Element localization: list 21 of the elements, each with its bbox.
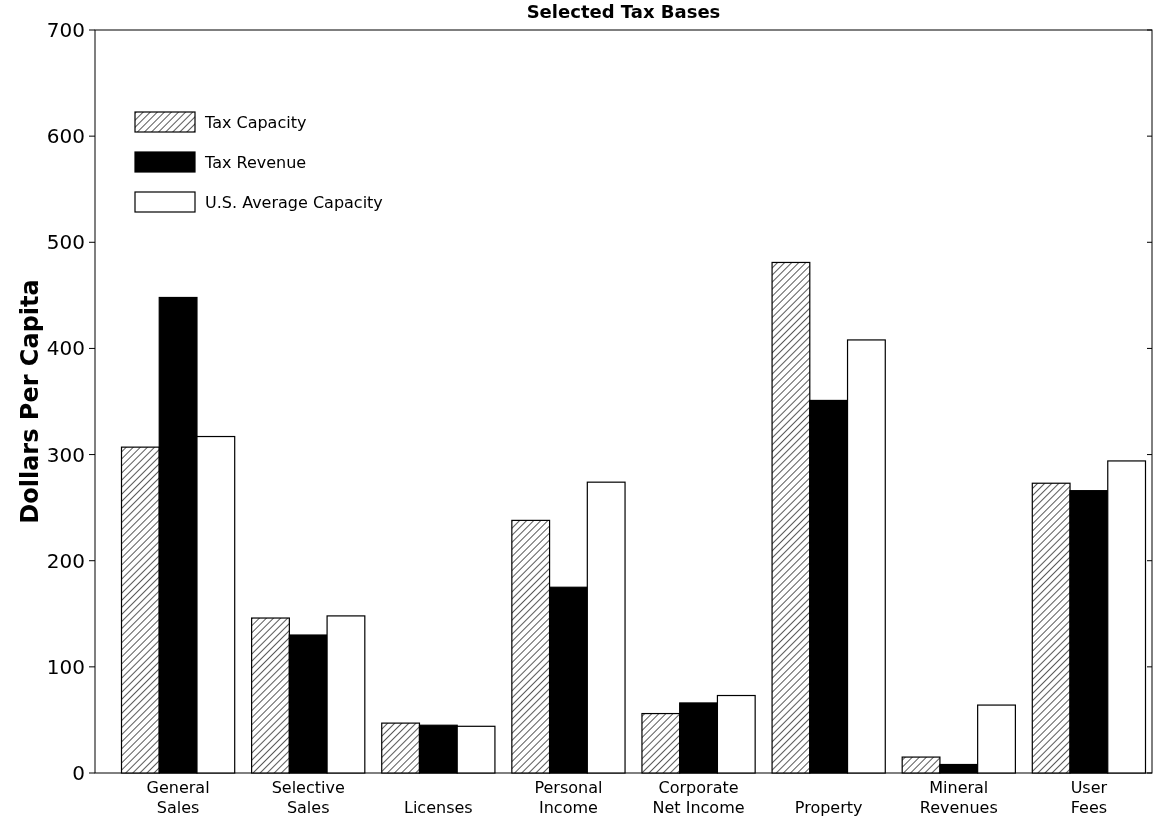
y-axis-title: Dollars Per Capita xyxy=(16,279,44,524)
x-tick-label: Property xyxy=(794,798,863,817)
legend-label: U.S. Average Capacity xyxy=(205,192,383,212)
x-tick-label: Personal Income xyxy=(534,778,603,817)
y-tick-label: 500 xyxy=(46,230,85,255)
y-tick-label: 700 xyxy=(46,18,85,42)
x-tick-label: Selective Sales xyxy=(271,778,345,817)
y-tick-label: 0 xyxy=(72,761,85,785)
y-tick-label: 300 xyxy=(46,442,85,467)
x-tick-label: General Sales xyxy=(146,778,210,817)
y-tick-label: 100 xyxy=(46,654,85,679)
x-tick-label: Mineral Revenues xyxy=(919,778,998,817)
y-tick-label: 600 xyxy=(46,124,85,149)
y-tick-label: 200 xyxy=(46,548,85,573)
y-tick-label: 400 xyxy=(46,336,85,361)
x-tick-label: Corporate Net Income xyxy=(652,778,745,817)
x-tick-label: User Fees xyxy=(1070,778,1108,817)
chart-title: Selected Tax Bases xyxy=(526,1,721,22)
x-tick-label: Licenses xyxy=(404,798,473,817)
legend-label: Tax Revenue xyxy=(204,152,307,172)
legend-label: Tax Capacity xyxy=(204,112,307,132)
